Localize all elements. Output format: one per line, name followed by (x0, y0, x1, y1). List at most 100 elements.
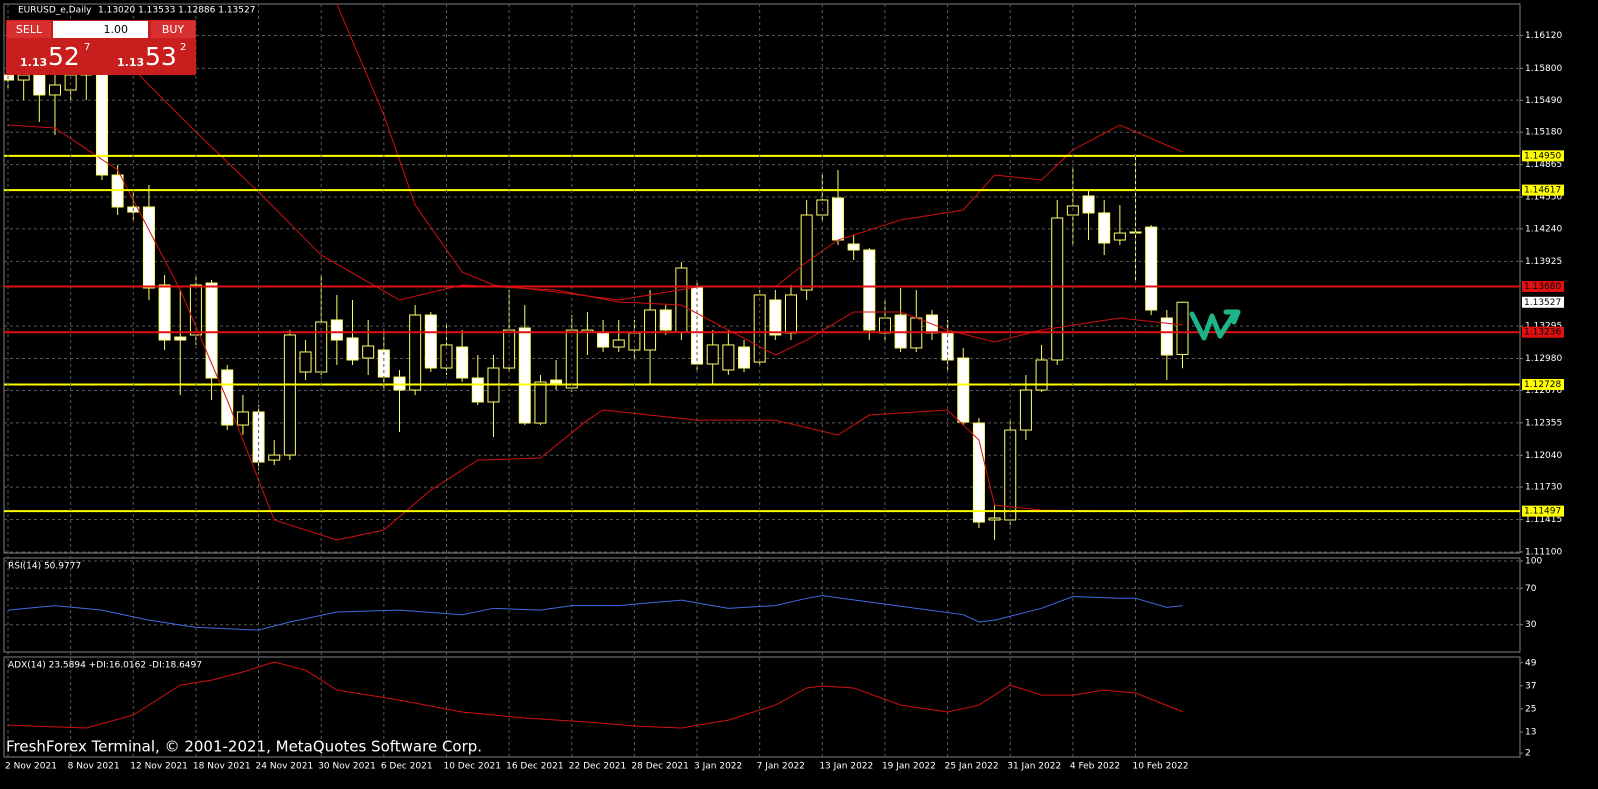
candle-body (957, 357, 970, 423)
candle-body (221, 369, 234, 426)
x-tick-label: 25 Jan 2022 (945, 762, 999, 772)
y-tick-label: 1.11415 (1525, 515, 1562, 525)
y-tick-label: 25 (1525, 704, 1536, 714)
candle-body (769, 299, 782, 336)
candle-body (675, 267, 688, 333)
series-group (7, 595, 1183, 631)
candle-body (1098, 212, 1111, 244)
bid-small: 7 (84, 42, 90, 53)
y-tick-label: 1.12040 (1525, 451, 1562, 461)
x-tick-label: 24 Nov 2021 (256, 762, 314, 772)
symbol: EURUSD_e,Daily (18, 6, 92, 16)
candle-body (831, 197, 844, 241)
candle-body (972, 422, 985, 523)
level-label: 1.13680 (1524, 282, 1561, 292)
candle-body (142, 206, 155, 289)
y-tick-label: 37 (1525, 681, 1536, 691)
x-tick-label: 30 Nov 2021 (318, 762, 376, 772)
y-tick-label: 1.12670 (1525, 386, 1562, 396)
candle-body (1160, 317, 1173, 356)
candle-body (1019, 389, 1032, 431)
level-label: 1.14950 (1524, 151, 1561, 161)
candle-body (518, 327, 531, 424)
x-tick-label: 28 Dec 2021 (631, 762, 689, 772)
candle-body (1051, 217, 1064, 361)
level-tag (1522, 505, 1564, 517)
x-tick-label: 19 Jan 2022 (882, 762, 936, 772)
level-label: 1.11497 (1524, 507, 1561, 517)
candle-body (659, 309, 672, 331)
ask-big: 53 (145, 42, 177, 71)
level-tag (1522, 184, 1564, 196)
volume-box[interactable] (53, 21, 148, 38)
y-tick-label: 1.13295 (1525, 322, 1562, 332)
x-tick-label: 6 Dec 2021 (381, 762, 433, 772)
candle-body (534, 381, 547, 424)
trade-panel: SELL 1.00 BUY 1.13 52 7 1.13 53 2 (6, 20, 196, 75)
indicator-line (7, 661, 1183, 729)
candle-body (456, 346, 469, 379)
panel-title: RSI(14) 50.9777 (8, 562, 81, 572)
level-tag (1522, 378, 1564, 390)
candle-body (738, 346, 751, 369)
drawing-arrow (1189, 309, 1241, 341)
x-tick-label: 13 Jan 2022 (819, 762, 873, 772)
y-tick-label: 1.12355 (1525, 418, 1562, 428)
x-tick-label: 7 Jan 2022 (757, 762, 805, 772)
y-tick-label: 1.15800 (1525, 64, 1562, 74)
x-tick-label: 3 Jan 2022 (694, 762, 742, 772)
candle-body (283, 334, 296, 456)
level-label: 1.12728 (1524, 380, 1561, 390)
x-tick-label: 8 Nov 2021 (68, 762, 120, 772)
level-label: 1.13236 (1524, 328, 1561, 338)
candle-body (863, 249, 876, 331)
series-group (7, 661, 1183, 729)
y-tick-label: 1.14550 (1525, 193, 1562, 203)
candle-body (1035, 359, 1048, 391)
level-tag (1522, 150, 1564, 162)
candle-body (17, 74, 30, 81)
candle-body (409, 314, 422, 391)
panel-title: ADX(14) 23.5894 +DI:16.0162 -DI:18.6497 (8, 661, 202, 671)
y-tick-label: 1.11100 (1525, 547, 1562, 557)
y-tick-label: 1.16120 (1525, 31, 1562, 41)
candle-body (236, 411, 249, 426)
candle-body (1176, 301, 1189, 355)
current-price: 1.13527 (1524, 298, 1561, 308)
y-tick-label: 13 (1525, 728, 1536, 738)
candle-body (205, 282, 218, 379)
bid-big: 52 (48, 42, 80, 71)
price-tag (1522, 296, 1564, 308)
candle-body (471, 377, 484, 403)
candle-body (785, 294, 797, 334)
candle-body (299, 351, 312, 373)
x-tick-label: 16 Dec 2021 (506, 762, 564, 772)
y-tick-label: 49 (1525, 658, 1537, 668)
candle-body (988, 517, 1001, 521)
y-tick-label: 1.11730 (1525, 483, 1562, 493)
candle-body (424, 314, 437, 369)
candle-body (362, 345, 375, 359)
y-tick-label: 1.12980 (1525, 354, 1562, 364)
x-tick-label: 4 Feb 2022 (1070, 762, 1120, 772)
candle-body (48, 84, 61, 96)
x-tick-label: 22 Dec 2021 (569, 762, 627, 772)
adx-frame (3, 656, 1521, 758)
y-tick-label: 30 (1525, 620, 1537, 630)
y-tick-label: 1.14240 (1525, 224, 1562, 234)
plot-layer: 1.16120 1.15800 1.15490 1.15180 1.14865 1.145… (4, 4, 1564, 772)
sell-label: SELL (16, 23, 43, 36)
candle-body (800, 214, 813, 291)
candle-body (174, 336, 187, 341)
ask-small: 2 (180, 42, 186, 53)
candle-body (722, 344, 735, 371)
band-line (7, 124, 1183, 541)
y-tick-label: 1.14865 (1525, 160, 1562, 170)
main-frame (3, 3, 1521, 554)
candle-body (612, 339, 625, 348)
sell-button[interactable] (7, 21, 51, 38)
ask-prefix: 1.13 (117, 56, 144, 69)
buy-button[interactable] (151, 21, 195, 38)
x-tick-label: 10 Dec 2021 (443, 762, 501, 772)
candle-body (1082, 195, 1095, 214)
